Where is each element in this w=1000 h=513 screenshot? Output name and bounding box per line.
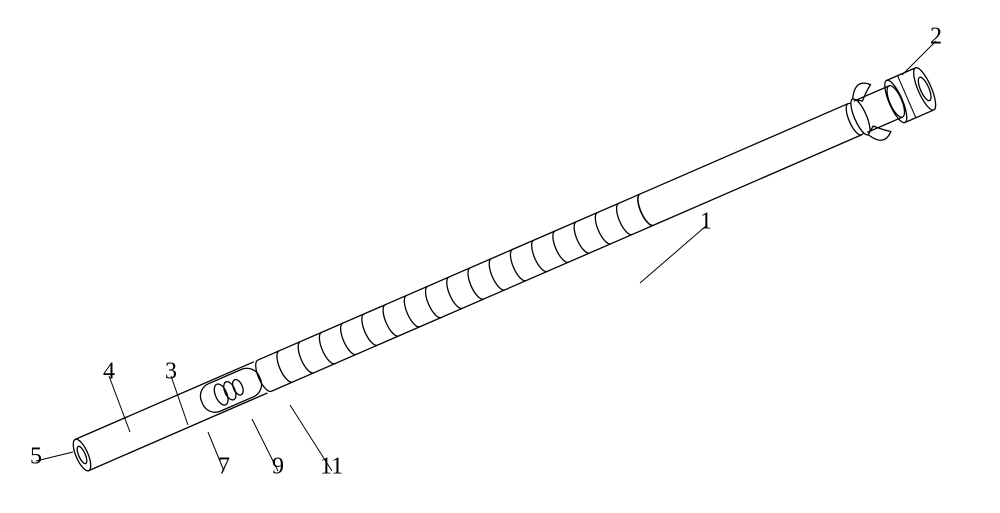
callout-label-11: 11 — [320, 453, 343, 479]
callout-label-9: 9 — [272, 453, 284, 479]
diagram-svg: 1 2 3 4 5 7 9 11 — [0, 0, 1000, 513]
technical-diagram: 1 2 3 4 5 7 9 11 — [0, 0, 1000, 513]
callout-label-4: 4 — [103, 358, 115, 384]
callout-label-5: 5 — [30, 443, 42, 469]
callout-label-1: 1 — [700, 208, 712, 234]
callout-label-7: 7 — [218, 453, 230, 479]
callout-label-2: 2 — [930, 23, 942, 49]
callout-label-3: 3 — [165, 358, 177, 384]
